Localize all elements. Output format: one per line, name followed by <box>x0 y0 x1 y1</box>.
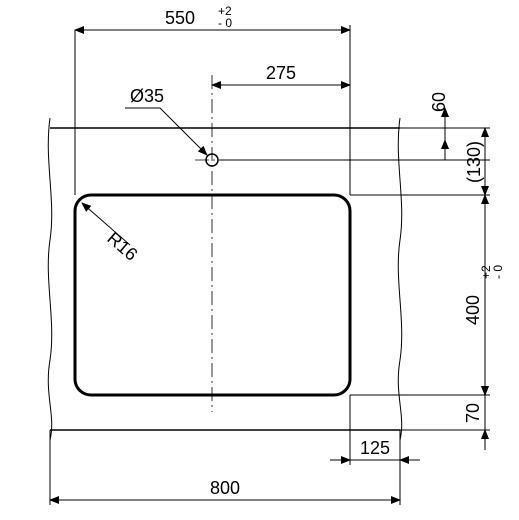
dim-275-value: 275 <box>266 63 296 83</box>
dim-800-value: 800 <box>210 478 240 498</box>
dim-550-tol-lower: - 0 <box>218 16 232 30</box>
dim-400-tol-lower: - 0 <box>491 265 505 279</box>
dim-400-value: 400 <box>463 295 483 325</box>
dim-70-value: 70 <box>463 403 483 423</box>
dim-550-value: 550 <box>165 8 195 28</box>
outer-left-break <box>48 118 51 440</box>
dim-radius-value: R16 <box>103 228 141 265</box>
dim-130-value: (130) <box>464 141 484 183</box>
dim-125-value: 125 <box>360 438 390 458</box>
dim-60-value: 60 <box>429 92 449 112</box>
dim-diameter-value: Ø35 <box>130 86 164 106</box>
outer-right-break <box>398 118 401 440</box>
cutout-rect <box>75 195 350 395</box>
leader-diameter <box>160 108 207 155</box>
